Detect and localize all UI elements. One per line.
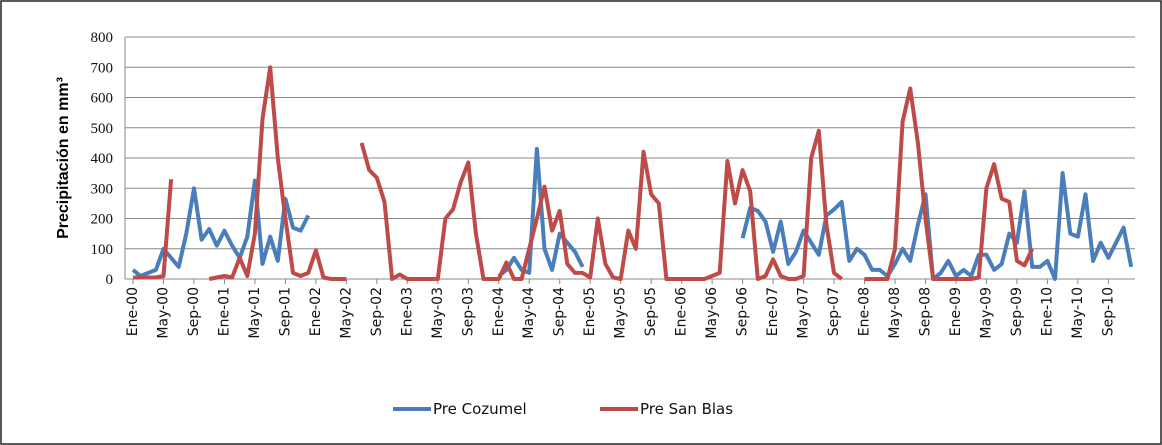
x-tick-label: May-09	[978, 287, 994, 339]
x-tick-label: Ene-07	[765, 287, 781, 336]
y-tick-label: 800	[91, 30, 114, 46]
x-tick-label: Ene-06	[674, 287, 690, 336]
x-tick-label: Sep-10	[1100, 287, 1116, 336]
y-tick-label: 300	[91, 181, 114, 197]
y-tick-label: 0	[106, 272, 114, 288]
x-tick-label: May-04	[521, 287, 537, 339]
y-tick-label: 700	[91, 60, 114, 76]
x-tick-label: May-02	[338, 287, 354, 339]
x-tick-label: Sep-01	[277, 287, 293, 336]
x-tick-label: Ene-10	[1039, 287, 1055, 336]
x-tick-label: Ene-08	[857, 287, 873, 336]
x-tick-label: Sep-02	[369, 287, 385, 336]
y-tick-label: 600	[91, 91, 114, 107]
x-tick-label: May-07	[796, 287, 812, 339]
x-tick-label: May-08	[887, 287, 903, 339]
x-tick-label: Sep-03	[460, 287, 476, 336]
x-tick-label: Sep-09	[1009, 287, 1025, 336]
x-tick-label: May-05	[613, 287, 629, 339]
x-tick-label: May-03	[430, 287, 446, 339]
x-tick-label: Ene-09	[948, 287, 964, 336]
y-tick-label: 100	[91, 242, 114, 258]
x-tick-label: May-00	[155, 287, 171, 339]
x-tick-label: Sep-06	[735, 287, 751, 336]
legend-label: Pre Cozumel	[433, 400, 527, 418]
x-tick-label: Sep-00	[186, 287, 202, 336]
y-tick-label: 500	[91, 121, 114, 137]
x-tick-label: Ene-05	[582, 287, 598, 336]
x-tick-label: Sep-04	[552, 287, 568, 336]
x-tick-label: May-01	[247, 287, 263, 339]
x-tick-label: Ene-03	[399, 287, 415, 336]
x-tick-label: Sep-07	[826, 287, 842, 336]
y-tick-label: 400	[91, 151, 114, 167]
x-tick-label: Ene-01	[216, 287, 232, 336]
x-tick-label: Sep-08	[917, 287, 933, 336]
x-tick-label: Ene-00	[125, 287, 141, 336]
x-tick-label: Ene-04	[491, 287, 507, 336]
x-tick-label: May-06	[704, 287, 720, 339]
y-tick-label: 200	[91, 212, 114, 228]
y-axis-label: Precipitación en mm³	[55, 77, 72, 239]
x-tick-label: Sep-05	[643, 287, 659, 336]
x-tick-label: Ene-02	[308, 287, 324, 336]
series-line	[133, 65, 1035, 281]
legend-label: Pre San Blas	[640, 400, 733, 418]
x-tick-label: May-10	[1070, 287, 1086, 339]
